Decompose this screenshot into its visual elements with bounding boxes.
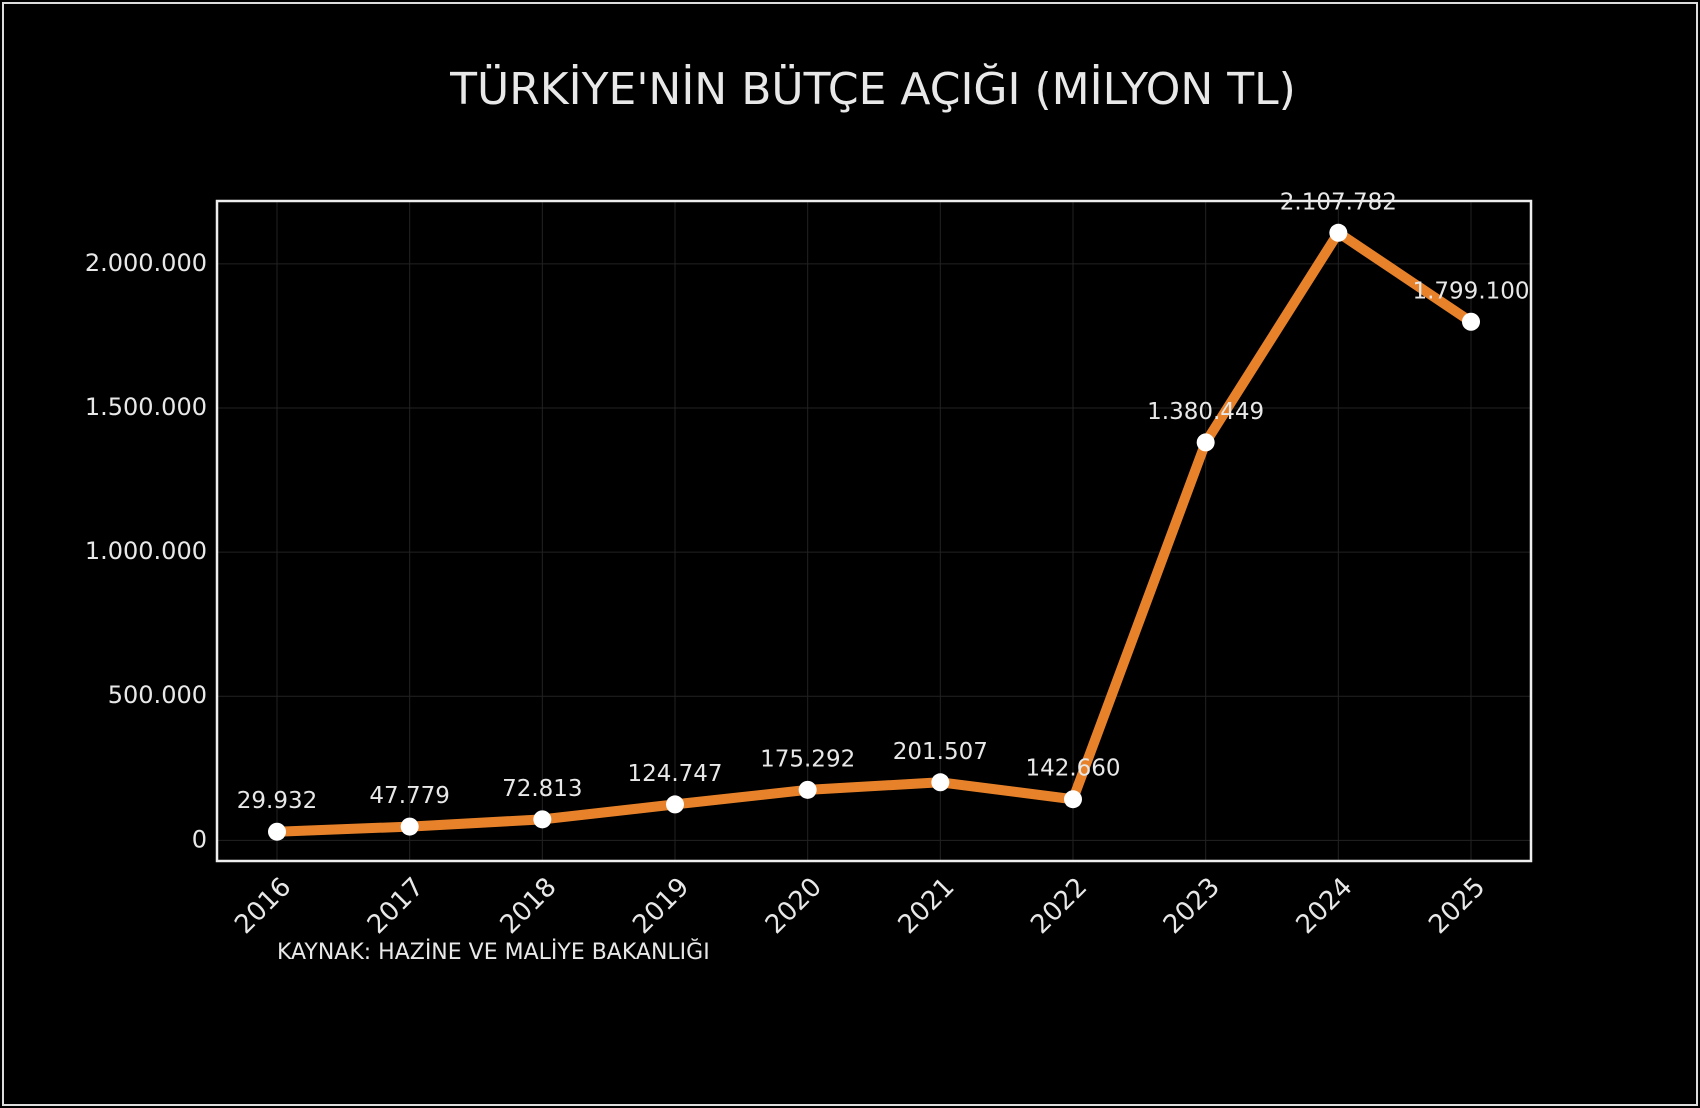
value-label: 1.799.100 xyxy=(1412,278,1529,304)
value-label: 142.660 xyxy=(1025,756,1120,782)
point xyxy=(1329,223,1348,242)
point xyxy=(1064,790,1082,809)
point xyxy=(1196,433,1215,452)
value-label: 29.932 xyxy=(237,788,317,814)
value-label: 72.813 xyxy=(502,776,582,802)
point xyxy=(1462,312,1480,331)
chart-title: TÜRKİYE'NİN BÜTÇE AÇIĞI (MİLYON TL) xyxy=(449,62,1296,115)
point xyxy=(533,810,552,829)
value-label: 175.292 xyxy=(760,746,855,772)
value-label: 47.779 xyxy=(369,783,449,809)
y-tick-label: 2.000.000 xyxy=(85,249,207,277)
value-label: 124.747 xyxy=(627,761,722,787)
point xyxy=(400,817,419,836)
source-note: KAYNAK: HAZİNE VE MALİYE BAKANLIĞI xyxy=(277,939,710,965)
plot-frame xyxy=(215,199,1533,863)
point xyxy=(931,773,950,792)
point xyxy=(666,795,684,814)
line xyxy=(272,227,1476,837)
point xyxy=(268,822,286,841)
y-tick-label: 1.500.000 xyxy=(85,393,207,421)
value-label: 2.107.782 xyxy=(1280,189,1397,215)
value-label: 201.507 xyxy=(893,739,988,765)
y-tick-label: 500.000 xyxy=(108,681,207,709)
value-label: 1.380.449 xyxy=(1147,399,1264,425)
point xyxy=(798,780,817,799)
y-tick-label: 0 xyxy=(192,825,207,853)
y-tick-label: 1.000.000 xyxy=(85,537,207,565)
